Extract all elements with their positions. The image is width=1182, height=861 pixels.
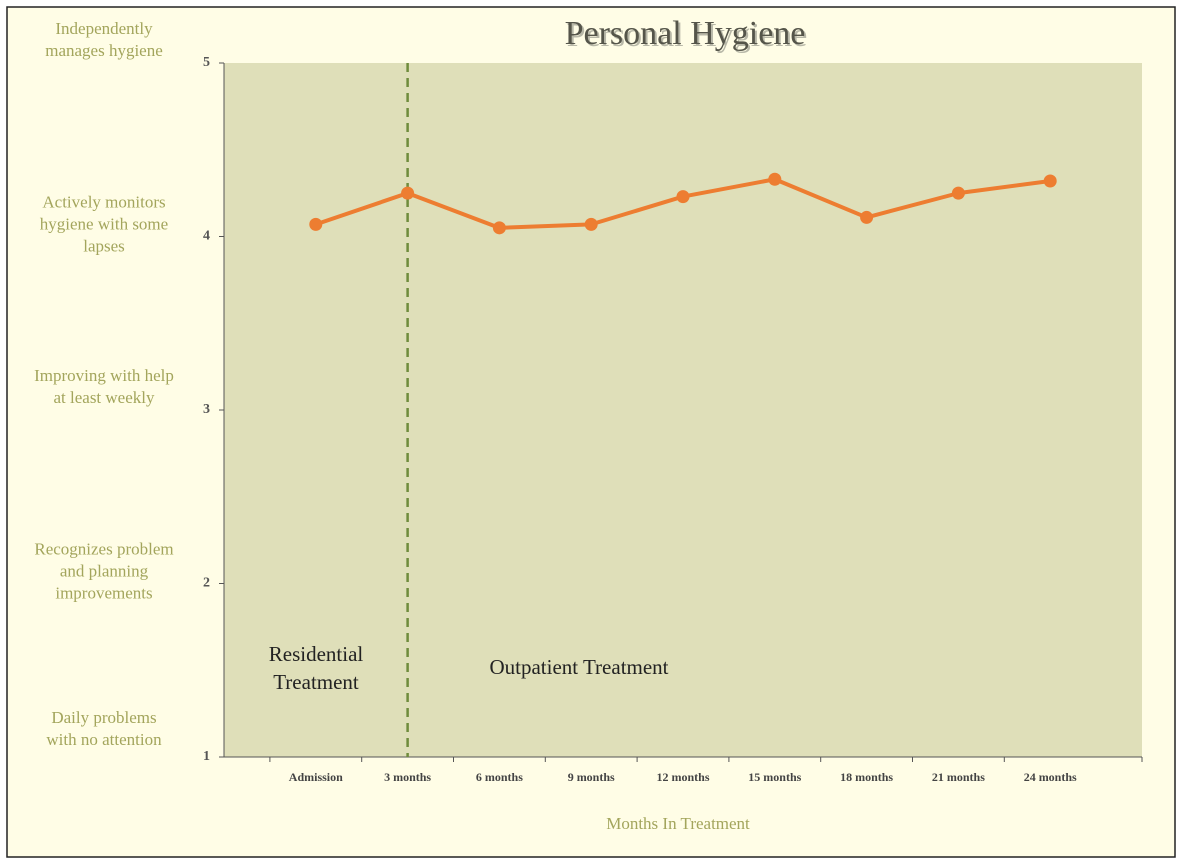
y-level-description: at least weekly [53,388,155,407]
data-point [768,172,782,186]
x-tick-label: 15 months [748,770,801,784]
data-point [401,186,415,200]
y-level-description: hygiene with some [40,214,168,233]
x-tick-label: 6 months [476,770,523,784]
x-tick-label: 3 months [384,770,431,784]
data-point [492,221,506,235]
y-level-description: with no attention [46,730,162,749]
title-shadow: Personal Hygiene [567,17,808,54]
y-level-description: Actively monitors [42,192,165,211]
plot-area [224,63,1142,757]
data-point [309,217,323,231]
x-tick-label: 24 months [1024,770,1077,784]
data-point [860,210,874,224]
phase-label: Outpatient Treatment [489,655,668,679]
data-point [1043,174,1057,188]
x-tick-label: Admission [289,770,343,784]
y-tick-label: 5 [203,55,210,70]
y-level-description: Recognizes problem [34,539,173,558]
y-tick-label: 1 [203,749,210,764]
y-level-description: improvements [55,583,152,602]
x-tick-label: 9 months [568,770,615,784]
x-tick-label: 18 months [840,770,893,784]
y-level-description: Independently [55,19,153,38]
y-level-description: Improving with help [34,366,174,385]
y-level-description: lapses [83,236,125,255]
y-tick-label: 3 [203,402,210,417]
phase-label: Residential [269,642,364,666]
y-level-description: manages hygiene [45,41,163,60]
data-point [951,186,965,200]
y-level-description: Daily problems [51,708,156,727]
chart-title: Personal Hygiene [565,15,806,52]
y-tick-label: 4 [203,229,210,244]
x-axis-title: Months In Treatment [606,814,750,833]
x-tick-label: 21 months [932,770,985,784]
y-tick-label: 2 [203,576,210,591]
x-tick-label: 12 months [656,770,709,784]
data-point [584,217,598,231]
data-point [676,190,690,204]
phase-label: Treatment [273,670,359,694]
y-level-description: and planning [60,561,149,580]
